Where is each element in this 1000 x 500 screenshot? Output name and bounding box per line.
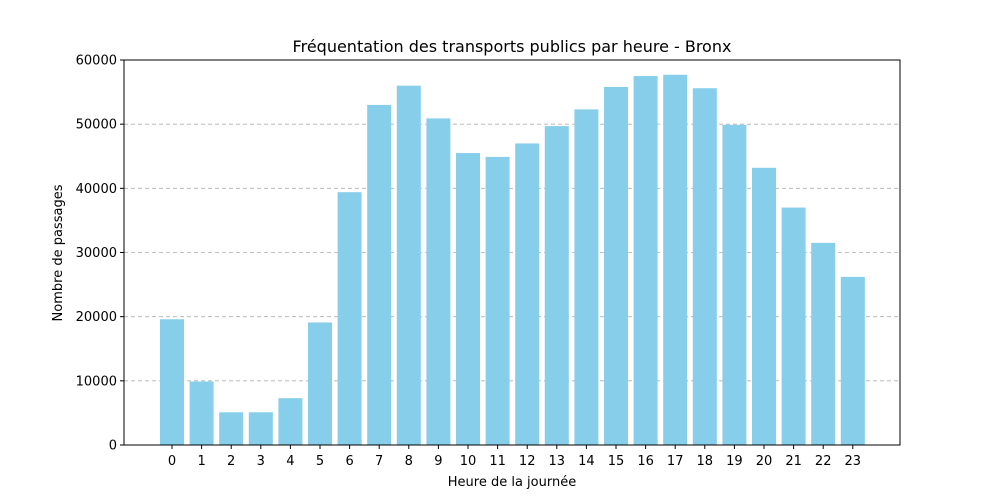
bar — [367, 104, 392, 446]
x-tick-label: 18 — [697, 454, 714, 469]
x-tick-label: 15 — [608, 454, 625, 469]
bar — [692, 88, 717, 445]
bar — [781, 207, 806, 445]
bar — [722, 124, 747, 445]
bar — [189, 381, 214, 445]
bar — [663, 74, 688, 445]
bar — [811, 242, 836, 445]
y-tick-label: 0 — [109, 439, 117, 454]
bar — [574, 109, 599, 446]
bar — [160, 319, 184, 445]
bar — [456, 153, 480, 445]
x-tick-label: 23 — [845, 454, 862, 469]
x-tick-label: 19 — [726, 454, 743, 469]
y-tick-label: 20000 — [76, 310, 117, 325]
bar — [219, 412, 244, 445]
bar — [308, 322, 332, 445]
x-tick-label: 14 — [578, 454, 595, 469]
bar — [248, 412, 273, 445]
bar — [396, 85, 421, 446]
bar — [752, 167, 776, 446]
x-tick-label: 2 — [227, 454, 235, 469]
chart-title: Fréquentation des transports publics par… — [293, 37, 732, 56]
y-tick-label: 10000 — [76, 374, 117, 389]
x-tick-label: 17 — [667, 454, 684, 469]
x-tick-label: 1 — [197, 454, 205, 469]
x-tick-label: 16 — [637, 454, 654, 469]
y-axis-ticks: 0 10000 20000 30000 40000 50000 60000 — [76, 54, 124, 454]
x-tick-label: 8 — [405, 454, 413, 469]
bar — [840, 276, 865, 445]
bars — [160, 74, 865, 446]
y-axis-label: Nombre de passages — [51, 184, 66, 321]
y-tick-label: 60000 — [76, 54, 117, 69]
x-tick-label: 22 — [815, 454, 832, 469]
y-tick-label: 40000 — [76, 182, 117, 197]
x-tick-label: 21 — [785, 454, 802, 469]
bar — [485, 156, 510, 445]
y-tick-label: 30000 — [76, 246, 117, 261]
x-tick-label: 6 — [345, 454, 353, 469]
x-tick-label: 7 — [375, 454, 383, 469]
x-tick-label: 3 — [257, 454, 265, 469]
x-tick-label: 0 — [168, 454, 176, 469]
x-tick-label: 13 — [549, 454, 566, 469]
x-tick-label: 10 — [460, 454, 477, 469]
x-axis-label: Heure de la journée — [448, 475, 576, 490]
bar — [278, 398, 303, 445]
bar — [633, 76, 658, 446]
x-tick-label: 9 — [434, 454, 442, 469]
bar — [337, 192, 362, 445]
bar — [515, 143, 540, 445]
y-tick-label: 50000 — [76, 118, 117, 133]
bar — [544, 126, 569, 445]
bar — [604, 86, 628, 445]
x-axis-ticks: 0 1 2 3 4 5 6 7 8 9 10 11 12 13 14 15 16 17 18 19 20 21 22 23 — [168, 445, 861, 469]
x-tick-label: 11 — [489, 454, 506, 469]
x-tick-label: 12 — [519, 454, 536, 469]
x-tick-label: 5 — [316, 454, 324, 469]
x-tick-label: 20 — [756, 454, 773, 469]
bar — [426, 118, 451, 446]
x-tick-label: 4 — [286, 454, 294, 469]
